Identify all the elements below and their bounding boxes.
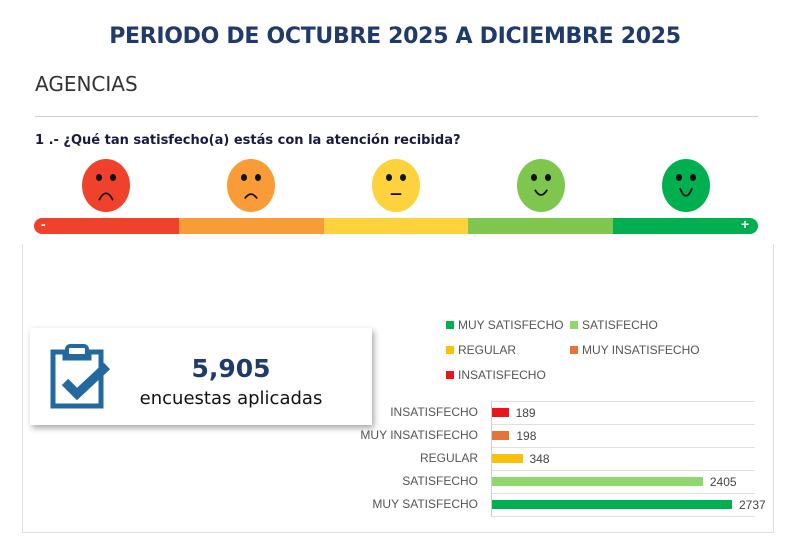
gridline (491, 516, 755, 517)
category-label: REGULAR (419, 451, 478, 465)
legend-swatch (446, 346, 454, 354)
very-sad-face-icon (82, 159, 130, 212)
legend-label: MUY SATISFECHO (458, 318, 564, 332)
survey-count-label: encuestas aplicadas (139, 388, 323, 409)
minus-sign: - (41, 216, 46, 232)
bar (492, 477, 703, 486)
summary-card (30, 328, 372, 425)
very-happy-face-icon (662, 159, 710, 212)
section-title: AGENCIAS (35, 72, 138, 96)
question-text: 1 .- ¿Qué tan satisfecho(a) estás con la… (35, 133, 461, 148)
category-label: MUY INSATISFECHO (360, 428, 478, 442)
legend-swatch (570, 346, 578, 354)
bar (492, 500, 732, 509)
legend-item: INSATISFECHO (446, 368, 546, 382)
legend-swatch (570, 321, 578, 329)
category-label: MUY SATISFECHO (372, 497, 478, 511)
legend-label: INSATISFECHO (458, 368, 546, 382)
clipboard-check-icon (50, 344, 111, 409)
scale-segment (34, 218, 179, 234)
scale-segment (323, 218, 469, 234)
survey-count: 5,905 (191, 354, 271, 383)
divider (35, 116, 758, 117)
data-label: 189 (515, 406, 536, 420)
category-label: SATISFECHO (402, 474, 478, 488)
data-label: 2737 (739, 498, 766, 512)
page-title: PERIODO DE OCTUBRE 2025 A DICIEMBRE 2025 (109, 24, 681, 49)
sad-face-icon (227, 159, 275, 212)
results-panel (22, 244, 774, 533)
scale-segment (178, 218, 324, 234)
data-label: 2405 (709, 475, 737, 489)
neutral-face-icon (372, 159, 420, 212)
legend-swatch (446, 371, 454, 379)
legend-item: REGULAR (446, 343, 516, 357)
legend-item: MUY SATISFECHO (446, 318, 564, 332)
gridline (491, 424, 755, 425)
bar (492, 431, 510, 440)
category-label: INSATISFECHO (390, 405, 478, 419)
gridline (491, 493, 755, 494)
scale-segment (613, 218, 758, 234)
satisfaction-scale-bar (34, 218, 758, 234)
bar (492, 408, 509, 417)
legend-item: SATISFECHO (570, 318, 658, 332)
scale-segment (468, 218, 614, 234)
y-axis (491, 401, 492, 516)
data-label: 348 (529, 452, 550, 466)
gridline (491, 470, 755, 471)
legend-label: SATISFECHO (582, 318, 658, 332)
plus-sign: + (741, 216, 750, 232)
bar (492, 454, 523, 463)
gridline (491, 401, 755, 402)
gridline (491, 447, 755, 448)
legend-label: REGULAR (458, 343, 517, 357)
legend-label: MUY INSATISFECHO (582, 343, 700, 357)
happy-face-icon (517, 159, 565, 212)
legend-swatch (446, 321, 454, 329)
legend-item: MUY INSATISFECHO (570, 343, 700, 357)
data-label: 198 (516, 429, 537, 443)
